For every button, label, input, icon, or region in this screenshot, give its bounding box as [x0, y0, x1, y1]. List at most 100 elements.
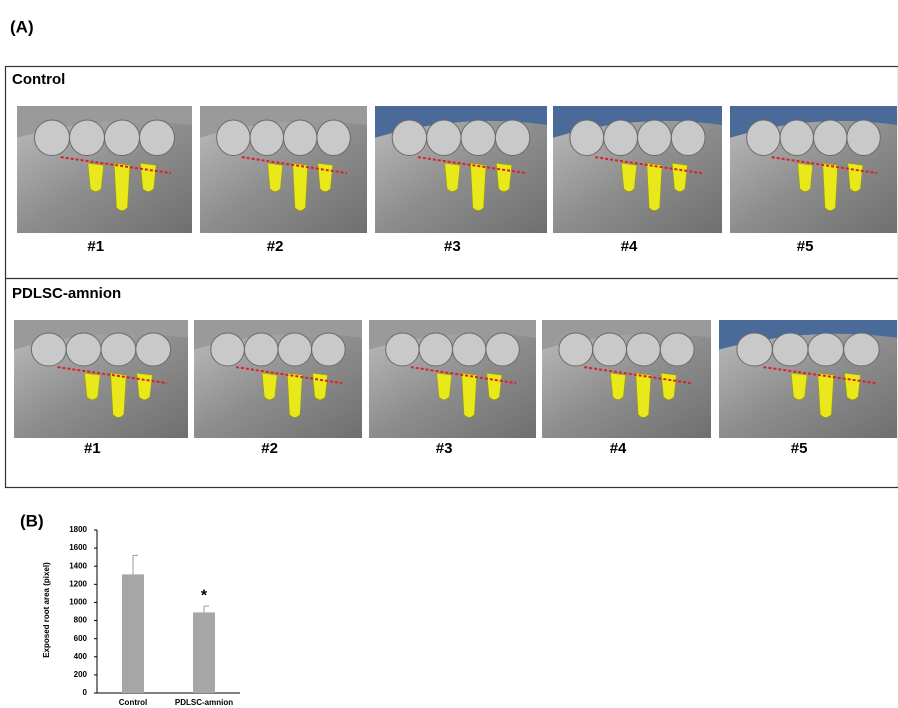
y-tick-label: 600 [74, 634, 88, 643]
exposed-root [487, 373, 502, 400]
tooth-crown [317, 120, 350, 156]
tooth-crown [844, 333, 880, 366]
exposed-root [496, 163, 511, 191]
tooth-crown [140, 120, 175, 156]
tooth-crown [105, 120, 140, 156]
exposed-root [287, 373, 302, 417]
exposed-root [445, 163, 460, 191]
exposed-root [140, 163, 156, 191]
tooth-crown [660, 333, 694, 366]
exposed-root [312, 373, 327, 400]
sample-label: #1 [87, 238, 104, 255]
exposed-root [636, 373, 651, 417]
tooth-crown [453, 333, 486, 366]
x-tick-label: PDLSC-amnion [175, 698, 233, 707]
tooth-crown [808, 333, 844, 366]
tooth-crown [427, 120, 461, 156]
tooth-crown [217, 120, 250, 156]
tooth-crown [66, 333, 101, 366]
exposed-root [844, 373, 860, 400]
sample-label: #4 [610, 440, 627, 457]
sample-label: #5 [797, 238, 814, 255]
y-tick-label: 200 [74, 670, 88, 679]
exposed-root [818, 373, 834, 417]
exposed-root [610, 373, 625, 400]
tooth-crown [244, 333, 278, 366]
tooth-crown [747, 120, 780, 156]
exposed-root [791, 373, 807, 400]
y-tick-label: 800 [74, 616, 88, 625]
panel-label: (A) [10, 17, 34, 36]
exposed-root [262, 373, 277, 400]
tooth-crown [211, 333, 245, 366]
tooth-crown [284, 120, 317, 156]
exposed-root [823, 163, 838, 210]
y-tick-label: 1600 [69, 543, 87, 552]
exposed-root [437, 373, 452, 400]
sample-label: #2 [267, 238, 284, 255]
tooth-crown [737, 333, 773, 366]
tooth-crown [495, 120, 529, 156]
exposed-root [111, 373, 127, 417]
tooth-crown [671, 120, 705, 156]
exposed-root [137, 373, 153, 400]
y-tick-label: 1000 [69, 598, 87, 607]
tooth-crown [136, 333, 171, 366]
group-title: PDLSC-amnion [12, 285, 121, 302]
y-tick-label: 1400 [69, 561, 87, 570]
y-tick-label: 0 [83, 688, 88, 697]
sample-label: #5 [791, 440, 808, 457]
group-title: Control [12, 71, 65, 88]
exposed-root [318, 163, 333, 191]
exposed-root [672, 163, 687, 191]
exposed-root [647, 163, 662, 210]
tooth-crown [386, 333, 419, 366]
tooth-crown [461, 120, 495, 156]
sample-label: #3 [436, 440, 453, 457]
tooth-crown [638, 120, 672, 156]
y-axis-label: Exposed root area (pixel) [42, 562, 51, 658]
x-tick-label: Control [119, 698, 147, 707]
tooth-crown [101, 333, 136, 366]
tooth-crown [35, 120, 70, 156]
tooth-crown [31, 333, 66, 366]
exposed-root [470, 163, 485, 210]
y-tick-label: 1200 [69, 579, 87, 588]
exposed-root [114, 163, 130, 210]
tooth-crown [486, 333, 519, 366]
panel-label: (B) [20, 511, 44, 530]
exposed-root [848, 163, 863, 191]
tooth-crown [780, 120, 813, 156]
tooth-crown [814, 120, 847, 156]
bar [122, 574, 144, 693]
tooth-crown [419, 333, 452, 366]
tooth-crown [604, 120, 638, 156]
exposed-root [462, 373, 477, 417]
exposed-root [798, 163, 813, 191]
sample-label: #1 [84, 440, 101, 457]
tooth-crown [570, 120, 604, 156]
exposed-root [293, 163, 308, 210]
exposed-root [84, 373, 100, 400]
exposed-root [88, 163, 104, 191]
tooth-crown [392, 120, 426, 156]
tooth-crown [847, 120, 880, 156]
tooth-crown [627, 333, 661, 366]
bar [193, 612, 215, 693]
exposed-root [661, 373, 676, 400]
exposed-root [621, 163, 636, 191]
tooth-crown [772, 333, 808, 366]
tooth-crown [70, 120, 105, 156]
tooth-crown [593, 333, 627, 366]
significance-mark: * [201, 587, 208, 604]
y-tick-label: 400 [74, 652, 88, 661]
sample-label: #3 [444, 238, 461, 255]
y-tick-label: 1800 [69, 525, 87, 534]
tooth-crown [559, 333, 593, 366]
figure: (A) Control PDLSC-amnion (B) Exposed roo… [0, 0, 898, 708]
tooth-crown [278, 333, 312, 366]
tooth-crown [250, 120, 283, 156]
sample-label: #2 [261, 440, 278, 457]
sample-label: #4 [621, 238, 638, 255]
exposed-root [268, 163, 283, 191]
